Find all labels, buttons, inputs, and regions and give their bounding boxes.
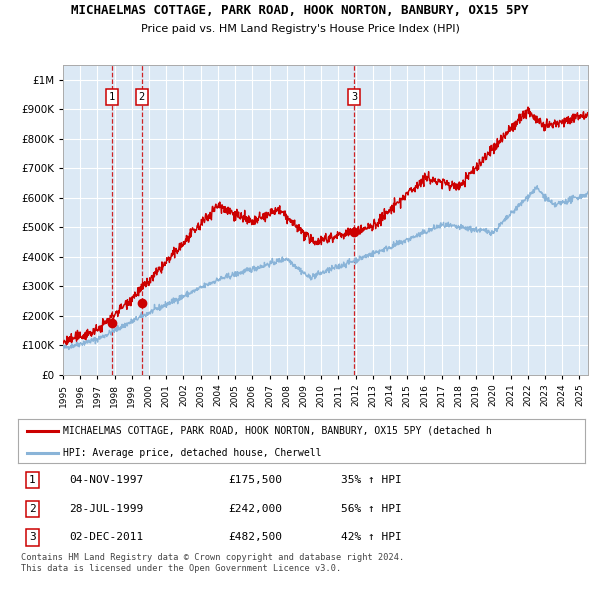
Text: 35% ↑ HPI: 35% ↑ HPI [341,476,402,486]
Text: 1: 1 [109,93,115,102]
Text: 56% ↑ HPI: 56% ↑ HPI [341,504,402,514]
Text: £175,500: £175,500 [228,476,282,486]
Text: 3: 3 [351,93,358,102]
Text: Contains HM Land Registry data © Crown copyright and database right 2024.
This d: Contains HM Land Registry data © Crown c… [21,553,404,573]
Text: 2: 2 [29,504,35,514]
Text: 02-DEC-2011: 02-DEC-2011 [69,532,143,542]
Text: £482,500: £482,500 [228,532,282,542]
Text: HPI: Average price, detached house, Cherwell: HPI: Average price, detached house, Cher… [64,448,322,458]
Text: 1: 1 [29,476,35,486]
Text: 28-JUL-1999: 28-JUL-1999 [69,504,143,514]
Text: 3: 3 [29,532,35,542]
Text: Price paid vs. HM Land Registry's House Price Index (HPI): Price paid vs. HM Land Registry's House … [140,24,460,34]
Text: 42% ↑ HPI: 42% ↑ HPI [341,532,402,542]
Text: 04-NOV-1997: 04-NOV-1997 [69,476,143,486]
Text: £242,000: £242,000 [228,504,282,514]
Text: MICHAELMAS COTTAGE, PARK ROAD, HOOK NORTON, BANBURY, OX15 5PY (detached h: MICHAELMAS COTTAGE, PARK ROAD, HOOK NORT… [64,426,492,436]
Text: MICHAELMAS COTTAGE, PARK ROAD, HOOK NORTON, BANBURY, OX15 5PY: MICHAELMAS COTTAGE, PARK ROAD, HOOK NORT… [71,4,529,17]
Text: 2: 2 [139,93,145,102]
